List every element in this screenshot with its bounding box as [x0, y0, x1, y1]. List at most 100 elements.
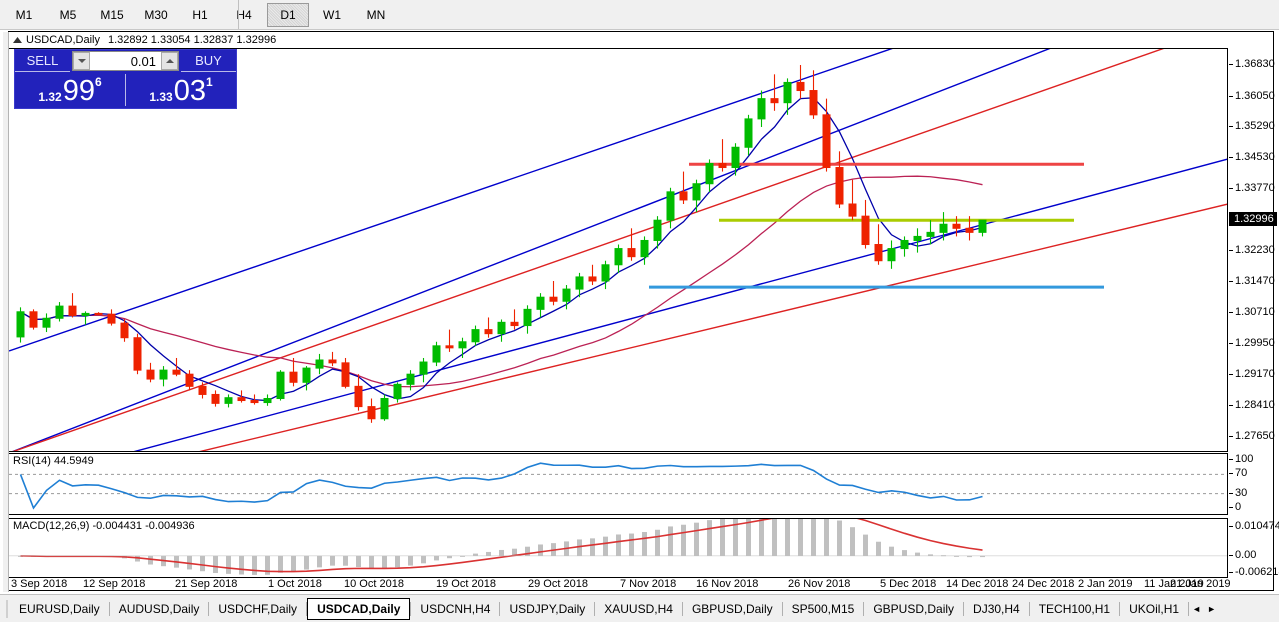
- chevron-down-icon: [77, 59, 86, 63]
- triangle-up-icon[interactable]: [12, 35, 23, 46]
- macd-histogram-bar: [330, 555, 335, 566]
- chart-tab-bar[interactable]: EURUSD,Daily AUDUSD,Daily USDCHF,Daily USDC…: [0, 594, 1279, 622]
- tab-separator: [863, 601, 865, 616]
- tab-scroll-right-button[interactable]: ►: [1207, 603, 1217, 614]
- volume-input[interactable]: 0.01: [90, 52, 161, 70]
- timeframe-button-m30[interactable]: M30: [144, 7, 168, 22]
- macd-histogram-bar: [343, 555, 348, 566]
- rsi-indicator-pane[interactable]: RSI(14) 44.5949: [9, 453, 1228, 515]
- chart-tab-usdcnh-h4[interactable]: USDCNH,H4: [420, 601, 491, 616]
- price-tick-label: 1.34530: [1229, 151, 1275, 163]
- rsi-tick-label: 70: [1229, 467, 1247, 479]
- rsi-plot: [9, 462, 1227, 510]
- macd-histogram-bar: [876, 541, 881, 556]
- volume-stepper[interactable]: 0.01: [72, 51, 179, 71]
- macd-histogram-bar: [759, 519, 764, 556]
- macd-histogram-bar: [187, 555, 192, 570]
- timeframe-toolbar: M1 M5 M15 M30 H1 H4 D1 W1 MN: [0, 0, 1279, 30]
- chart-tab-tech100-h1[interactable]: TECH100,H1: [1038, 601, 1111, 616]
- macd-histogram-bar: [863, 534, 868, 556]
- chart-tab-audusd-daily[interactable]: AUDUSD,Daily: [118, 601, 200, 616]
- timeframe-button-m1[interactable]: M1: [15, 7, 33, 22]
- chart-tab-gbpusd-daily[interactable]: GBPUSD,Daily: [691, 601, 773, 616]
- macd-histogram-bar: [382, 555, 387, 569]
- macd-histogram-bar: [954, 555, 959, 557]
- macd-histogram-bar: [746, 519, 751, 556]
- macd-histogram-bar: [447, 555, 452, 559]
- macd-label: MACD(12,26,9) -0.004431 -0.004936: [13, 520, 198, 532]
- macd-histogram-bar: [811, 519, 816, 556]
- time-tick-label: 3 Sep 2018: [11, 578, 68, 590]
- time-tick-label: 21 Sep 2018: [175, 578, 238, 590]
- macd-histogram-bar: [486, 551, 491, 556]
- time-tick-label: 21 Jan 2019: [1170, 578, 1231, 590]
- buy-button[interactable]: BUY: [181, 50, 236, 72]
- price-tick-label: 1.29170: [1229, 368, 1275, 380]
- chart-tab-gbpusd-daily[interactable]: GBPUSD,Daily: [873, 601, 955, 616]
- macd-histogram-bar: [369, 555, 374, 569]
- volume-increment-button[interactable]: [161, 52, 178, 70]
- price-tick-label: 1.35290: [1229, 120, 1275, 132]
- macd-histogram-bar: [694, 522, 699, 556]
- macd-indicator-pane[interactable]: MACD(12,26,9) -0.004431 -0.004936: [9, 518, 1228, 578]
- tab-list: EURUSD,Daily AUDUSD,Daily USDCHF,Daily USDC…: [10, 597, 1279, 620]
- macd-histogram-bar: [239, 555, 244, 575]
- sell-price[interactable]: 1.32 99 6: [15, 72, 125, 108]
- chart-symbol-label: USDCAD,Daily: [26, 34, 100, 46]
- macd-histogram-bar: [434, 555, 439, 561]
- macd-histogram-bar: [837, 520, 842, 556]
- macd-histogram-bar: [226, 555, 231, 574]
- one-click-trading-panel[interactable]: SELL 0.01 BUY 1.32 99 6 1.33 03: [14, 49, 237, 109]
- trade-panel-divider: [125, 74, 126, 106]
- time-tick-label: 19 Oct 2018: [436, 578, 496, 590]
- macd-histogram-bar: [395, 555, 400, 568]
- sell-button[interactable]: SELL: [15, 50, 70, 72]
- tab-separator: [306, 601, 308, 616]
- macd-histogram-bar: [785, 519, 790, 556]
- macd-histogram-bar: [512, 548, 517, 556]
- time-tick-label: 5 Dec 2018: [880, 578, 937, 590]
- price-axis[interactable]: 1.36830 1.36050 1.35290 1.34530 1.33770 1.322…: [1229, 48, 1277, 452]
- macd-histogram-bar: [967, 555, 972, 558]
- timeframe-button-d1[interactable]: D1: [267, 2, 309, 27]
- chart-tab-usdjpy-daily[interactable]: USDJPY,Daily: [509, 601, 586, 616]
- sell-price-main: 99: [62, 75, 95, 107]
- rsi-tick-label: 100: [1229, 453, 1253, 465]
- macd-histogram-bar: [200, 555, 205, 572]
- sell-price-prefix: 1.32: [38, 90, 62, 104]
- price-tick-label: 1.30710: [1229, 306, 1275, 318]
- chart-tab-usdcad-daily[interactable]: USDCAD,Daily: [307, 597, 411, 620]
- timeframe-button-m5[interactable]: M5: [59, 7, 77, 22]
- time-axis[interactable]: 3 Sep 2018 12 Sep 2018 21 Sep 2018 1 Oct 20…: [9, 578, 1231, 591]
- macd-histogram-bar: [421, 555, 426, 564]
- tab-separator: [963, 601, 965, 616]
- rsi-line: [19, 462, 983, 510]
- tab-separator: [410, 601, 412, 616]
- timeframe-button-h1[interactable]: H1: [192, 7, 208, 22]
- chart-tab-ukoil-h1[interactable]: UKOil,H1: [1129, 601, 1180, 616]
- timeframe-button-h4[interactable]: H4: [236, 7, 252, 22]
- timeframe-button-w1[interactable]: W1: [323, 7, 341, 22]
- chevron-up-icon: [165, 59, 174, 63]
- chart-tab-usdchf-daily[interactable]: USDCHF,Daily: [218, 601, 298, 616]
- tab-separator: [1188, 601, 1190, 616]
- tab-bar-edge: [6, 599, 8, 618]
- ma-fast-line: [20, 97, 983, 402]
- timeframe-button-m15[interactable]: M15: [100, 7, 124, 22]
- time-tick-label: 10 Oct 2018: [344, 578, 404, 590]
- tab-scroll-left-button[interactable]: ◄: [1192, 603, 1202, 614]
- chart-tab-dj30-h4[interactable]: DJ30,H4: [973, 601, 1020, 616]
- macd-histogram-bar: [252, 555, 257, 575]
- price-tick-label: 1.31470: [1229, 275, 1275, 287]
- chart-tab-sp500-m15[interactable]: SP500,M15: [791, 601, 855, 616]
- macd-histogram-bar: [915, 552, 920, 556]
- buy-price[interactable]: 1.33 03 1: [126, 72, 236, 108]
- timeframe-button-mn[interactable]: MN: [366, 7, 386, 22]
- volume-decrement-button[interactable]: [73, 52, 90, 70]
- price-tick-label: 1.33770: [1229, 182, 1275, 194]
- chart-tab-xauusd-h4[interactable]: XAUUSD,H4: [604, 601, 673, 616]
- price-chart-pane[interactable]: [9, 48, 1228, 452]
- chart-tab-eurusd-daily[interactable]: EURUSD,Daily: [19, 601, 100, 616]
- time-tick-label: 12 Sep 2018: [83, 578, 146, 590]
- tab-separator: [781, 601, 783, 616]
